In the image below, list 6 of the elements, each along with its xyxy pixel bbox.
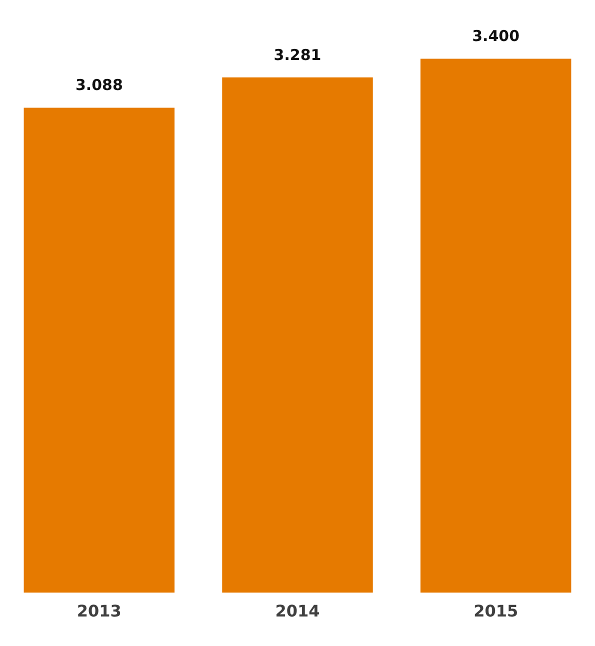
x-tick-label: 2014	[275, 602, 320, 621]
data-label: 3.088	[75, 76, 123, 94]
data-label: 3.281	[274, 46, 322, 64]
x-tick-label: 2015	[474, 602, 518, 621]
x-tick-label: 2013	[76, 602, 122, 621]
data-label: 3.400	[472, 27, 520, 46]
